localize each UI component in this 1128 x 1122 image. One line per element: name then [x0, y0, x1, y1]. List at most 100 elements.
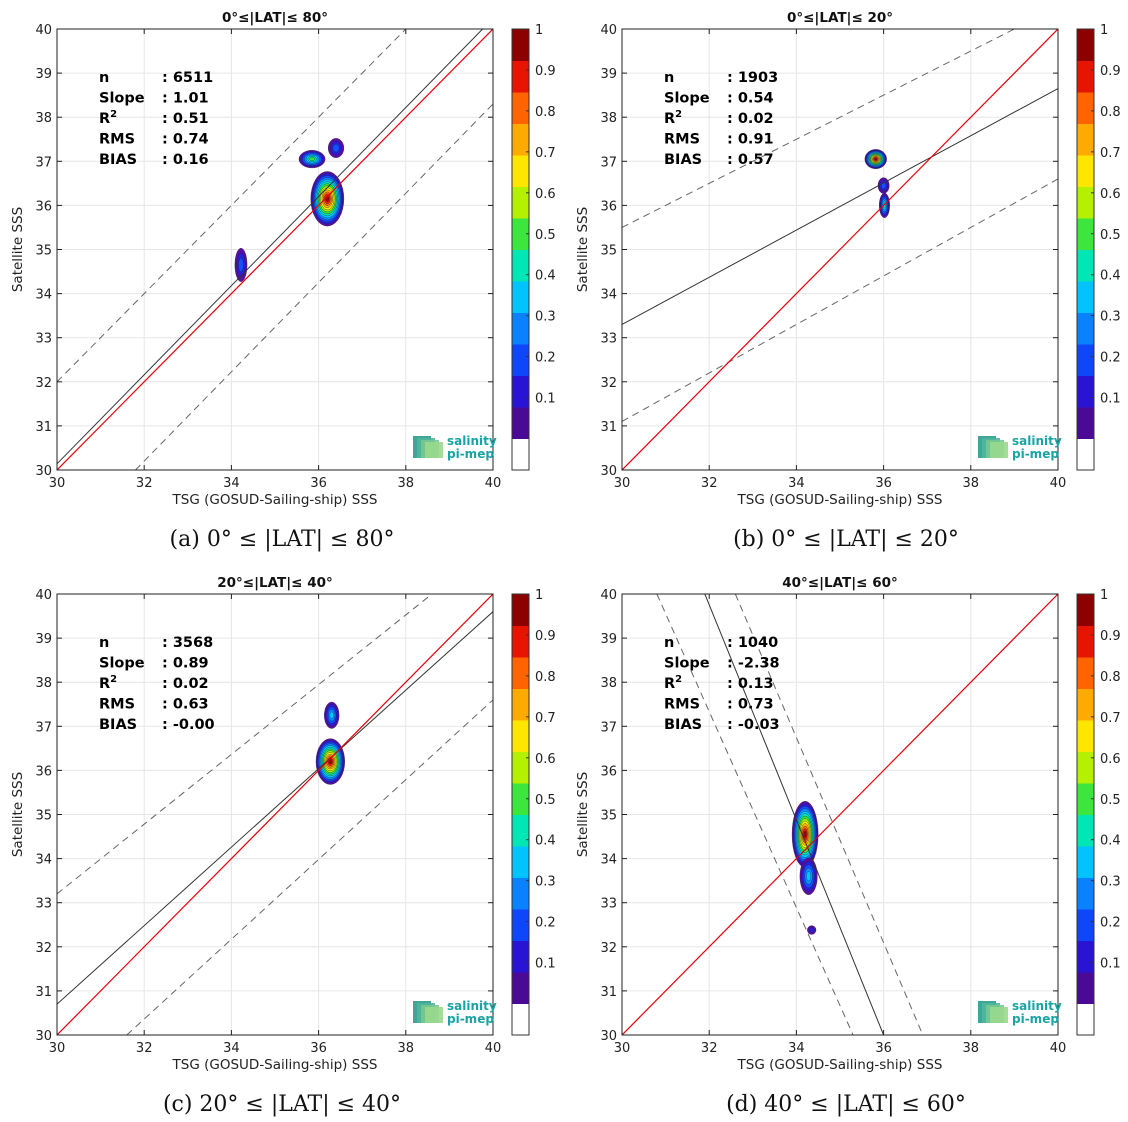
stat-value: : 0.51 [162, 111, 209, 127]
stat-label: Slope [99, 91, 145, 107]
colorbar-tick-label: 0.5 [1100, 793, 1121, 808]
colorbar-segment [1077, 60, 1094, 93]
y-axis-label: Satellite SSS [575, 207, 591, 292]
colorbar-segment [512, 909, 529, 941]
y-tick-label: 30 [35, 464, 52, 479]
y-tick-label: 30 [600, 1029, 617, 1044]
colorbar-segment [1077, 344, 1094, 376]
lower-bound-line [656, 594, 854, 1035]
x-tick-label: 32 [136, 476, 153, 491]
logo-text: pi-mep [447, 447, 494, 461]
x-tick-label: 36 [875, 476, 892, 491]
y-tick-label: 31 [35, 985, 52, 1000]
stat-value: : 0.89 [162, 656, 209, 672]
fit-line [704, 594, 885, 1035]
y-tick-label: 32 [35, 941, 52, 956]
y-tick-label: 40 [600, 588, 617, 603]
x-tick-label: 40 [1050, 476, 1067, 491]
y-tick-label: 31 [600, 420, 617, 435]
identity-line [622, 29, 1058, 470]
stat-value: : -2.38 [727, 656, 780, 672]
colorbar-tick-label: 0.7 [535, 711, 556, 726]
stat-value: : 0.54 [727, 91, 774, 107]
colorbar-segment [512, 877, 529, 910]
colorbar-tick-label: 0.7 [1100, 146, 1121, 161]
colorbar-segment [1077, 186, 1094, 219]
colorbar-segment [512, 594, 529, 626]
y-tick-label: 40 [35, 588, 52, 603]
panel-a: 30 32 34 36 38 40 30 31 32 33 34 35 36 37 38 39 40 TSG (G… [10, 10, 556, 508]
lower-bound-line [126, 699, 493, 1035]
colorbar-tick-label: 0.8 [535, 105, 556, 120]
colorbar-tick-label: 0.3 [535, 310, 556, 325]
contour-level [806, 871, 812, 882]
contour-level [332, 143, 340, 153]
x-tick-label: 38 [398, 476, 415, 491]
colorbar-tick-label: 0.6 [1100, 187, 1121, 202]
colorbar-segment [1077, 407, 1094, 439]
x-tick-label: 32 [136, 1041, 153, 1056]
colorbar-segment [512, 186, 529, 219]
caption-b: (b) 0° ≤ |LAT| ≤ 20° [733, 527, 959, 552]
colorbar-tick-label: 0.6 [535, 752, 556, 767]
colorbar-segment [512, 783, 529, 815]
colorbar-tick-label: 0.4 [1100, 269, 1121, 284]
upper-bound-line [57, 29, 407, 383]
colorbar-segment [512, 720, 529, 752]
colorbar: 0.1 0.2 0.3 0.4 0.5 0.6 0.7 0.8 0.9 1 [511, 588, 556, 1036]
colorbar-segment [512, 218, 529, 250]
colorbar-tick-label: 0.9 [535, 629, 556, 644]
y-axis-label: Satellite SSS [10, 207, 26, 292]
colorbar-segment [1077, 218, 1094, 250]
fit-line [622, 88, 1058, 325]
contour-level [803, 830, 807, 838]
colorbar-segment [512, 438, 529, 471]
y-tick-label: 36 [35, 764, 52, 779]
colorbar-tick-label: 0.4 [535, 269, 556, 284]
y-tick-label: 37 [600, 720, 617, 735]
panel-title: 0°≤|LAT|≤ 80° [222, 10, 328, 26]
colorbar-segment [1077, 92, 1094, 124]
stat-label: RMS [99, 132, 135, 148]
x-tick-label: 36 [310, 1041, 327, 1056]
panel-title: 20°≤|LAT|≤ 40° [217, 575, 332, 591]
colorbar-segment [1077, 783, 1094, 815]
y-tick-label: 35 [600, 244, 617, 259]
y-tick-label: 40 [35, 23, 52, 38]
upper-bound-line [57, 594, 433, 895]
stat-label: RMS [664, 132, 700, 148]
y-tick-label: 37 [35, 720, 52, 735]
colorbar-tick-label: 0.8 [1100, 105, 1121, 120]
y-tick-label: 38 [600, 111, 617, 126]
colorbar-tick-label: 0.2 [1100, 351, 1121, 366]
x-tick-label: 30 [49, 1041, 66, 1056]
colorbar-tick-label: 0.3 [535, 875, 556, 890]
panel-c: 30 32 34 36 38 40 30 31 32 33 34 35 36 37 38 39 40 TSG (G… [10, 575, 556, 1073]
stat-value: : -0.03 [727, 717, 780, 733]
colorbar: 0.1 0.2 0.3 0.4 0.5 0.6 0.7 0.8 0.9 1 [1076, 588, 1121, 1036]
y-tick-label: 32 [35, 376, 52, 391]
x-axis-label: TSG (GOSUD-Sailing-ship) SSS [172, 1057, 378, 1073]
stat-value: : 1040 [727, 635, 778, 651]
colorbar-segment [1077, 281, 1094, 313]
y-tick-label: 36 [35, 199, 52, 214]
colorbar-segment [1077, 688, 1094, 721]
x-tick-label: 40 [485, 476, 502, 491]
colorbar-tick-label: 1 [1100, 23, 1108, 38]
logo-text: salinity [447, 999, 497, 1013]
y-tick-label: 33 [35, 897, 52, 912]
colorbar-tick-label: 0.4 [1100, 834, 1121, 849]
panel-title: 40°≤|LAT|≤ 60° [782, 575, 897, 591]
y-tick-label: 35 [35, 809, 52, 824]
colorbar-segment [512, 625, 529, 658]
colorbar-tick-label: 0.6 [535, 187, 556, 202]
colorbar-segment [1077, 972, 1094, 1004]
y-tick-label: 32 [600, 376, 617, 391]
colorbar-segment [1077, 625, 1094, 658]
y-tick-label: 31 [600, 985, 617, 1000]
x-tick-label: 36 [875, 1041, 892, 1056]
colorbar-segment [512, 657, 529, 689]
